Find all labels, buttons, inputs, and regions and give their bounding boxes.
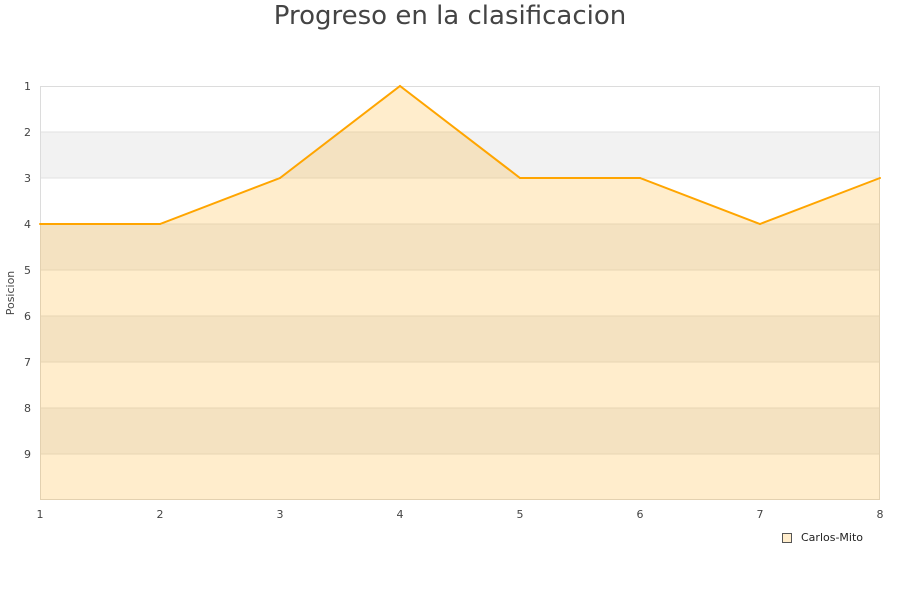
legend-label: Carlos-Mito — [801, 531, 864, 544]
data-point — [519, 177, 521, 179]
grid-band — [40, 454, 880, 500]
grid-band — [40, 316, 880, 362]
data-point — [879, 177, 881, 179]
legend[interactable]: Carlos-Mito — [782, 531, 863, 544]
grid-band — [40, 224, 880, 270]
data-point — [759, 223, 761, 225]
y-tick-label: 5 — [24, 264, 31, 277]
x-tick-label: 1 — [37, 508, 44, 521]
x-tick-label: 8 — [877, 508, 884, 521]
x-tick-label: 5 — [517, 508, 524, 521]
chart-title: Progreso en la clasificacion — [273, 1, 627, 31]
data-point — [39, 223, 41, 225]
data-point — [639, 177, 641, 179]
data-point — [399, 85, 401, 87]
y-axis-label: Posicion — [4, 271, 17, 316]
y-tick-label: 8 — [24, 402, 31, 415]
y-tick-label: 3 — [24, 172, 31, 185]
data-point — [279, 177, 281, 179]
y-tick-label: 2 — [24, 126, 31, 139]
y-tick-label: 1 — [24, 80, 31, 93]
y-tick-label: 6 — [24, 310, 31, 323]
plot-border — [40, 86, 880, 500]
x-tick-label: 4 — [397, 508, 404, 521]
legend-swatch — [782, 532, 792, 543]
grid-band — [40, 86, 880, 132]
y-tick-label: 9 — [24, 448, 31, 461]
grid-band — [40, 270, 880, 316]
grid-band — [40, 132, 880, 178]
grid-band — [40, 362, 880, 408]
x-tick-label: 7 — [757, 508, 764, 521]
data-point — [159, 223, 161, 225]
x-tick-label: 2 — [157, 508, 164, 521]
y-tick-label: 7 — [24, 356, 31, 369]
x-tick-label: 3 — [277, 508, 284, 521]
y-tick-label: 4 — [24, 218, 31, 231]
series-line — [40, 84, 881, 226]
x-tick-label: 6 — [637, 508, 644, 521]
grid-band — [40, 408, 880, 454]
